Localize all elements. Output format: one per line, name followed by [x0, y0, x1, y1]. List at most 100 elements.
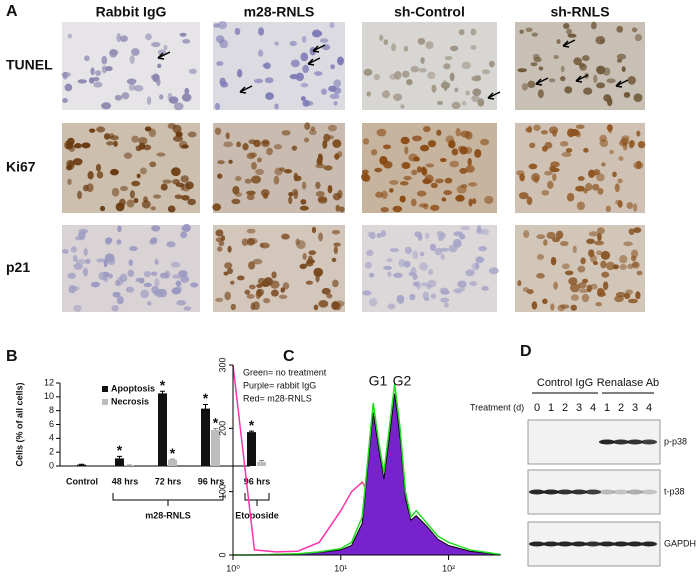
cell — [179, 32, 187, 37]
cell — [468, 198, 473, 207]
bar — [211, 430, 220, 466]
cell — [579, 63, 587, 71]
cell — [116, 33, 121, 43]
cell — [104, 253, 115, 262]
cell — [451, 148, 459, 156]
cell — [332, 279, 339, 288]
cell — [74, 143, 82, 149]
cell — [308, 250, 317, 256]
cell — [281, 233, 290, 240]
cell — [337, 56, 344, 66]
cell — [588, 231, 599, 237]
cell — [326, 293, 333, 299]
row-label: TUNEL — [6, 57, 53, 73]
cell — [96, 126, 106, 133]
cell — [555, 230, 564, 240]
cell — [66, 141, 74, 150]
cell — [90, 67, 95, 76]
cell — [329, 22, 335, 29]
group-label: m28-RNLS — [145, 510, 191, 520]
cell — [241, 238, 249, 247]
micrograph — [515, 21, 645, 110]
cell — [323, 165, 333, 171]
cell — [215, 297, 224, 302]
x-tick-label: 96 hrs — [198, 476, 225, 486]
cell — [441, 197, 447, 202]
cell — [87, 170, 94, 180]
cell — [141, 200, 151, 209]
cell — [119, 35, 128, 42]
cell — [172, 178, 180, 185]
cell — [304, 122, 311, 130]
cell — [95, 163, 102, 172]
cell — [288, 191, 294, 197]
cell — [560, 65, 565, 73]
cell — [474, 88, 480, 96]
cell — [430, 204, 440, 211]
y-tick-label: 300 — [217, 357, 227, 372]
cell — [522, 287, 529, 293]
bar — [115, 458, 124, 466]
group-bracket — [112, 493, 224, 506]
cell — [173, 135, 183, 142]
cell — [476, 225, 482, 233]
cell — [263, 297, 271, 304]
cell — [120, 185, 128, 192]
cell — [389, 188, 394, 193]
cell — [573, 57, 582, 66]
cell — [333, 101, 338, 106]
cell — [625, 289, 634, 295]
cell — [230, 303, 237, 311]
cell — [153, 290, 159, 296]
cell — [593, 74, 598, 84]
cell — [518, 192, 529, 200]
band — [557, 541, 573, 547]
cell — [573, 130, 581, 136]
cell — [600, 260, 607, 269]
y-tick-label: 2 — [49, 447, 54, 457]
cell — [145, 33, 152, 41]
cell — [459, 146, 468, 155]
cell — [86, 183, 94, 193]
cell — [70, 246, 77, 253]
cell — [282, 282, 290, 290]
cell — [544, 141, 553, 149]
band — [543, 489, 559, 495]
cell — [318, 300, 329, 308]
cell — [382, 144, 391, 150]
cell — [223, 141, 233, 148]
cell — [368, 272, 375, 278]
cell — [392, 205, 403, 213]
cell — [322, 139, 328, 149]
cell — [127, 269, 135, 277]
x-tick-label: 72 hrs — [155, 476, 182, 486]
cell — [525, 27, 533, 33]
cell — [427, 71, 436, 80]
cell — [636, 130, 641, 137]
panel-label: A — [6, 3, 18, 20]
cell — [129, 190, 135, 199]
lane-label: 1 — [604, 402, 610, 414]
cell — [403, 45, 409, 52]
peak-label: G2 — [393, 373, 412, 389]
cell — [412, 250, 419, 260]
cell — [623, 92, 631, 98]
bar — [201, 408, 210, 466]
cell — [626, 201, 634, 209]
cell — [88, 128, 96, 133]
cell — [612, 171, 617, 178]
cell — [253, 78, 264, 84]
cell — [322, 44, 331, 51]
cell — [619, 263, 627, 270]
cell — [270, 289, 279, 297]
cell — [570, 294, 580, 301]
cell — [594, 240, 604, 246]
cell — [256, 157, 262, 163]
cell — [339, 206, 345, 213]
cell — [404, 246, 412, 255]
cell — [274, 103, 279, 110]
cell — [440, 297, 450, 303]
band-label: GAPDH — [664, 538, 696, 548]
column-header: sh-Control — [394, 4, 465, 20]
cell — [248, 139, 257, 144]
